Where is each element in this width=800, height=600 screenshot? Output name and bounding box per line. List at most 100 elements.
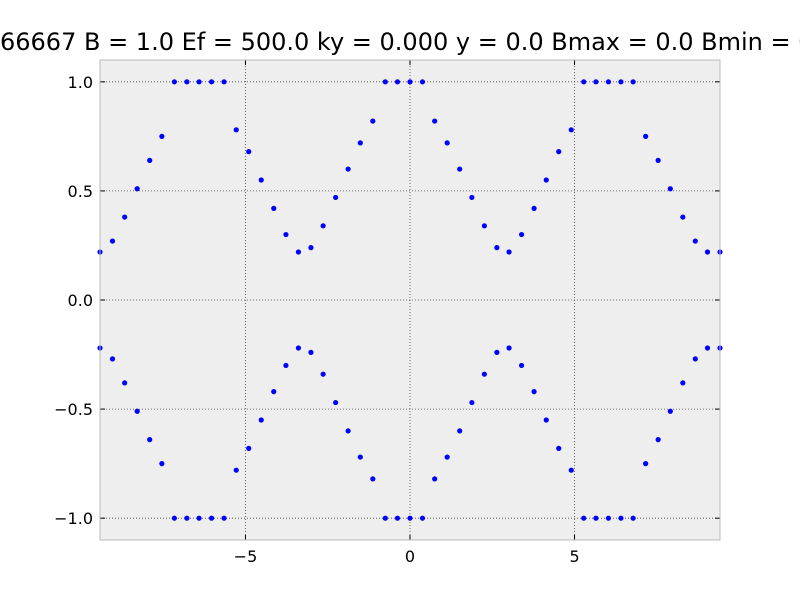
data-point bbox=[196, 79, 202, 85]
data-point bbox=[630, 79, 636, 85]
data-point bbox=[469, 194, 475, 201]
data-point bbox=[246, 445, 252, 451]
data-point bbox=[271, 389, 277, 395]
data-point bbox=[283, 231, 289, 238]
data-point bbox=[593, 515, 599, 521]
data-point bbox=[208, 79, 215, 85]
data-point bbox=[171, 79, 177, 85]
data-point bbox=[147, 157, 153, 163]
y-tick-label: −1.0 bbox=[54, 509, 93, 528]
data-point bbox=[171, 515, 177, 521]
data-point bbox=[531, 205, 537, 211]
data-point bbox=[184, 515, 190, 521]
data-point bbox=[605, 515, 612, 521]
data-point bbox=[543, 177, 549, 183]
data-point bbox=[457, 428, 463, 434]
data-point bbox=[196, 515, 202, 521]
data-point bbox=[407, 79, 413, 85]
data-point bbox=[221, 79, 227, 85]
data-point bbox=[568, 467, 574, 473]
data-point bbox=[159, 461, 165, 467]
data-point bbox=[308, 349, 314, 355]
axis-ticks: −5 0 5 1.0 0.5 0.0 −0.5 −1.0 bbox=[54, 60, 720, 566]
data-point bbox=[444, 454, 450, 460]
data-point bbox=[147, 437, 153, 443]
data-point bbox=[295, 249, 302, 255]
data-point bbox=[556, 149, 562, 155]
data-point bbox=[457, 166, 463, 172]
data-point bbox=[370, 118, 376, 124]
data-point bbox=[258, 177, 264, 183]
data-point bbox=[692, 356, 698, 362]
data-point bbox=[655, 437, 661, 443]
data-point bbox=[432, 118, 438, 124]
data-point bbox=[680, 380, 686, 386]
data-point bbox=[283, 362, 289, 369]
data-point bbox=[680, 214, 686, 220]
y-tick-label: 0.5 bbox=[68, 182, 93, 201]
y-tick-label: −0.5 bbox=[54, 400, 93, 419]
data-point bbox=[271, 205, 277, 211]
data-point bbox=[345, 166, 351, 172]
x-tick-label: −5 bbox=[234, 547, 258, 566]
data-point bbox=[506, 249, 512, 255]
data-point bbox=[630, 515, 636, 521]
data-point bbox=[221, 515, 227, 521]
data-point bbox=[704, 249, 711, 255]
data-point bbox=[134, 186, 140, 192]
data-point bbox=[605, 79, 612, 85]
chart-title: 66667 B = 1.0 Ef = 500.0 ky = 0.000 y = … bbox=[0, 28, 800, 56]
data-point bbox=[159, 133, 165, 139]
data-point bbox=[122, 214, 128, 220]
data-point bbox=[481, 371, 487, 377]
data-point bbox=[506, 345, 512, 351]
data-point bbox=[320, 371, 326, 377]
data-point bbox=[432, 476, 438, 482]
data-point bbox=[333, 194, 339, 201]
y-tick-label: 1.0 bbox=[68, 73, 93, 92]
data-point bbox=[704, 345, 711, 351]
data-point bbox=[667, 186, 673, 192]
data-point bbox=[333, 399, 339, 406]
x-tick-label: 5 bbox=[569, 547, 579, 566]
data-point bbox=[518, 362, 525, 369]
x-tick-label: 0 bbox=[405, 547, 415, 566]
data-point bbox=[295, 345, 302, 351]
y-tick-label: 0.0 bbox=[68, 291, 93, 310]
data-point bbox=[134, 408, 140, 414]
data-point bbox=[643, 461, 649, 467]
data-point bbox=[667, 408, 673, 414]
data-point bbox=[419, 79, 426, 85]
data-point bbox=[581, 79, 587, 85]
data-point bbox=[122, 380, 128, 386]
data-point bbox=[208, 515, 215, 521]
data-point bbox=[246, 149, 252, 155]
data-point bbox=[184, 79, 190, 85]
data-point bbox=[581, 515, 587, 521]
data-point bbox=[258, 417, 264, 423]
data-point bbox=[444, 140, 450, 146]
data-point bbox=[469, 399, 475, 406]
data-point bbox=[320, 223, 326, 229]
data-point bbox=[518, 231, 525, 238]
data-point bbox=[568, 127, 574, 133]
data-point bbox=[593, 79, 599, 85]
data-point bbox=[233, 467, 239, 473]
data-point bbox=[481, 223, 487, 229]
data-point bbox=[382, 515, 388, 521]
data-point bbox=[308, 245, 314, 251]
data-point bbox=[419, 515, 426, 521]
data-point bbox=[556, 445, 562, 451]
data-point bbox=[382, 79, 388, 85]
data-point bbox=[357, 454, 363, 460]
data-point bbox=[618, 515, 624, 521]
data-point bbox=[233, 127, 239, 133]
data-point bbox=[494, 245, 500, 251]
data-point bbox=[531, 389, 537, 395]
data-point bbox=[618, 79, 624, 85]
data-point bbox=[494, 349, 500, 355]
data-point bbox=[345, 428, 351, 434]
data-point bbox=[655, 157, 661, 163]
data-point bbox=[109, 238, 116, 244]
